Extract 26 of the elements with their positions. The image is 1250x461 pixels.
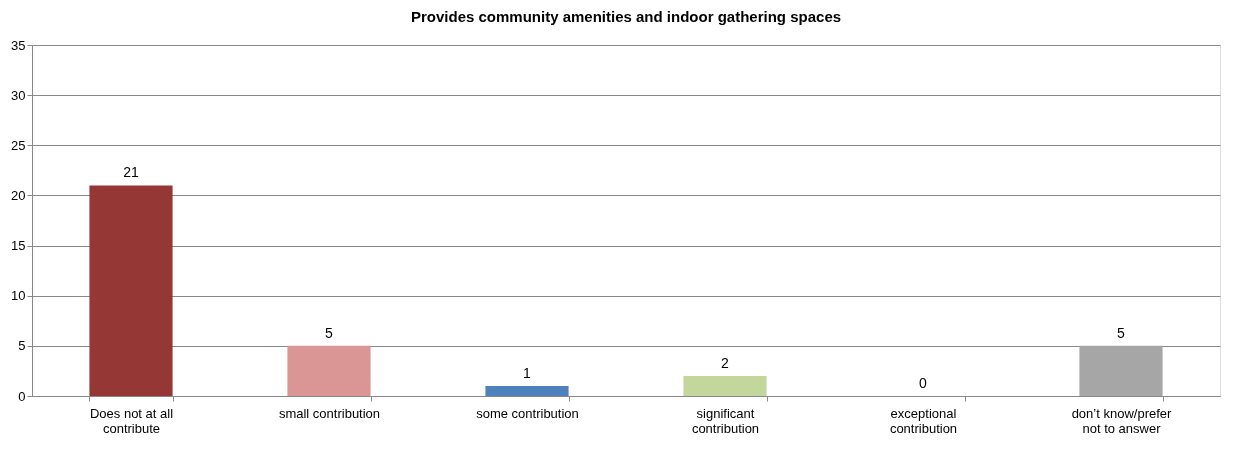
y-tick-label: 30 bbox=[11, 87, 26, 103]
x-tick-label: some contribution bbox=[476, 405, 579, 421]
x-tick-label: Does not at all contribute bbox=[89, 405, 174, 436]
chart-title: Provides community amenities and indoor gathering spaces bbox=[410, 8, 842, 25]
y-tick-label: 10 bbox=[11, 288, 26, 304]
data-label: 2 bbox=[721, 354, 730, 371]
x-tick-label: small contribution bbox=[278, 405, 381, 421]
y-tick-label: 35 bbox=[11, 37, 26, 53]
y-tick-label: 20 bbox=[11, 187, 26, 203]
bar bbox=[1079, 345, 1163, 396]
bar bbox=[287, 345, 371, 396]
x-tick-label: significant contribution bbox=[691, 405, 760, 436]
bar bbox=[485, 385, 569, 396]
data-label: 21 bbox=[123, 164, 139, 181]
bar bbox=[683, 375, 767, 396]
data-label: 1 bbox=[523, 364, 532, 381]
x-tick-label: don’t know/prefer not to answer bbox=[1071, 405, 1173, 436]
bar bbox=[89, 185, 173, 396]
y-tick-label: 25 bbox=[11, 137, 26, 153]
data-label: 0 bbox=[919, 375, 928, 391]
y-tick-label: 15 bbox=[11, 238, 26, 254]
x-tick-label: exceptional contribution bbox=[889, 405, 958, 436]
y-tick-label: 0 bbox=[18, 388, 26, 404]
data-label: 5 bbox=[325, 324, 334, 341]
y-tick-label: 5 bbox=[18, 338, 26, 354]
data-label: 5 bbox=[1117, 324, 1126, 341]
